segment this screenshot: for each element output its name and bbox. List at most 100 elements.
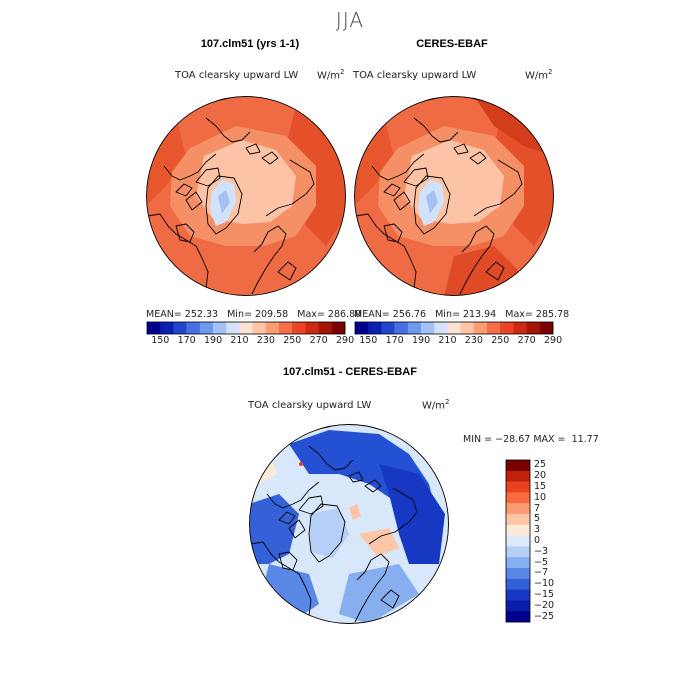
colorbar-diff [505,459,531,623]
colorbar-left [146,321,346,335]
coastline [205,175,243,235]
colorbar-tick-label: −15 [534,589,555,600]
colorbar-tick-label: 7 [534,502,541,514]
colorbar-tick-label: 290 [336,335,355,346]
colorbar-swatch [506,557,530,569]
colorbar-swatch [506,514,530,526]
panel-left-variable: TOA clearsky upward LW [175,70,299,81]
colorbar-frame [146,321,346,335]
colorbar-swatch [506,535,530,547]
coastline [348,471,364,483]
map-boundary [249,424,449,624]
colorbar-swatch [252,322,267,334]
coastline [383,183,401,197]
max-value: 286.80 [327,309,362,320]
field-negative-strong [289,430,439,534]
colorbar-tick-label: 250 [491,335,510,346]
colorbar-frame [354,321,554,335]
field-positive [349,504,361,520]
map-left-model [146,96,346,296]
colorbar-swatch [506,600,530,612]
panel-left-stats: MEAN= 252.33 Min= 209.58 Max= 286.80 [146,309,362,320]
colorbar-tick-label: 250 [283,335,302,346]
panel-left-units: W/m2 [317,68,345,82]
colorbar-tick-label: 3 [534,524,541,536]
colorbar-swatch [265,322,280,334]
colorbar-swatch [160,322,174,334]
colorbar-swatch [506,460,530,472]
coastline [277,261,297,281]
colorbar-swatch [506,611,530,623]
colorbar-swatch [279,322,293,334]
colorbar-tick-label: 210 [438,335,457,346]
colorbar-swatch [173,322,187,334]
colorbar-right-ticks: 150 170 190 210 230 250 270 290 [355,335,562,347]
panel-right-stats: MEAN= 256.76 Min= 213.94 Max= 285.78 [354,309,570,320]
map-boundary [146,96,346,296]
map-right-obs [354,96,554,296]
colorbar-swatch [487,322,501,334]
coastline [185,191,203,211]
coastline [288,519,306,539]
coastline [473,159,523,217]
colorbar-swatch [213,322,227,334]
colorbar-swatch [318,322,333,334]
colorbar-swatch [199,322,214,334]
colorbar-tick-label: −5 [534,556,549,568]
coastline [413,175,451,235]
colorbar-swatch [506,492,530,504]
colorbar-tick-label: 5 [534,513,541,525]
colorbar-swatch [305,322,319,334]
colorbar-swatch [513,322,527,334]
coastline [383,223,403,243]
colorbar-tick-label: 170 [385,335,404,346]
colorbar-tick-label: 10 [534,491,547,503]
colorbar-tick-label: −7 [534,567,549,579]
coastline [195,167,221,187]
coastline [175,183,193,197]
max-value: 285.78 [535,309,570,320]
colorbar-tick-label: 230 [256,335,275,346]
colorbar-diff-ticks: 25 20 15 10 7 5 3 0 −3 −5 −7 −10 −15 −20 −25 [534,459,574,622]
field-negative-weak [309,508,349,558]
coastline [175,223,195,243]
coastline [298,495,324,515]
diff-min-value: −28.67 [495,434,531,445]
colorbar-tick-label: 210 [230,335,249,346]
colorbar-swatch [381,322,395,334]
colorbar-tick-label: 190 [204,335,223,346]
colorbar-swatch [539,322,554,334]
colorbar-left-ticks: 150 170 190 210 230 250 270 290 [147,335,354,347]
panel-right-title: CERES-EBAF [416,38,488,50]
coastline [453,143,469,155]
colorbar-tick-label: 170 [177,335,196,346]
colorbar-swatch [447,322,461,334]
diff-units: W/m2 [422,398,450,412]
colorbar-tick-label: 20 [534,470,547,482]
field-cold-greenland [218,190,230,214]
colorbar-tick-label: −25 [534,610,555,622]
coastline [308,503,346,563]
colorbar-tick-label: −3 [534,545,549,557]
colorbar-tick-label: 270 [309,335,328,346]
colorbar-swatch [407,322,422,334]
colorbar-swatch [331,322,346,334]
colorbar-swatch [460,322,475,334]
colorbar-tick-label: −10 [534,578,555,590]
colorbar-tick-label: 230 [464,335,483,346]
colorbar-tick-label: 270 [517,335,536,346]
colorbar-tick-label: 290 [544,335,563,346]
colorbar-swatch [421,322,435,334]
colorbar-tick-label: 190 [412,335,431,346]
colorbar-swatch [186,322,201,334]
coastline [261,151,279,165]
coastline [368,487,418,545]
colorbar-swatch [500,322,514,334]
coastline [403,167,429,187]
coastline [205,117,251,143]
colorbar-swatch [506,578,530,590]
colorbar-swatch [239,322,253,334]
coastline [266,481,320,509]
mean-value: 252.33 [184,309,219,320]
field-positive-spot [299,462,303,466]
